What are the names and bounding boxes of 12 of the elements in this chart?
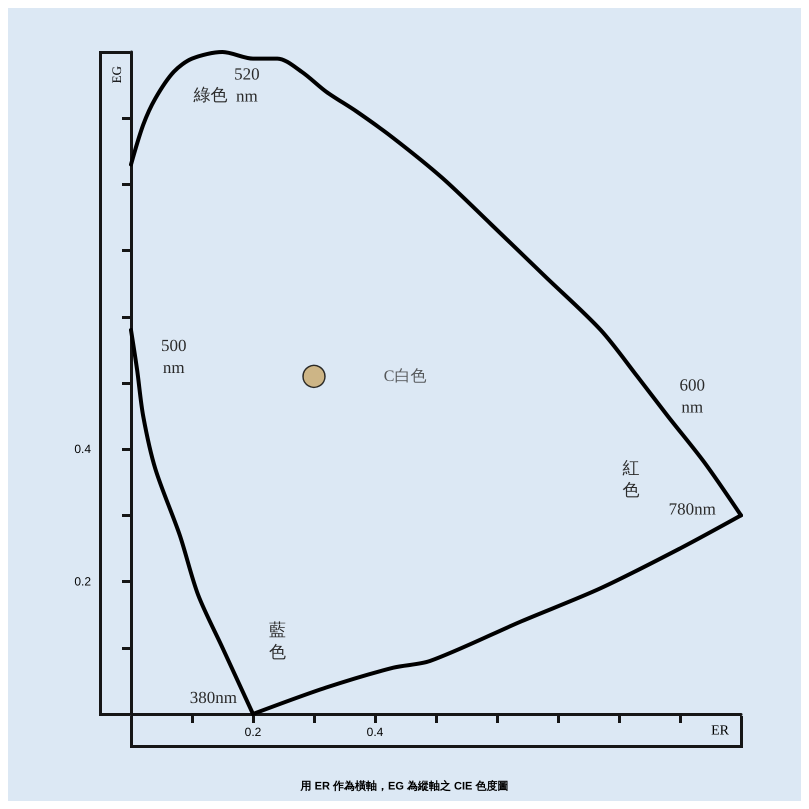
text: 用 ER 作為橫軸，EG 為縱軸之 CIE 色度圖 [300, 780, 508, 792]
text: C白色 [384, 368, 426, 385]
x-axis-title: ER [711, 724, 730, 738]
annotation: 500 nm [160, 336, 186, 378]
annotation: 綠色 [192, 86, 228, 105]
annotation: 紅色 [622, 458, 640, 500]
annotation: 780nm [668, 499, 716, 518]
annotation: 520 nm [234, 64, 260, 106]
y-axis-title: EG [109, 66, 124, 84]
annotation: 藍色 [268, 620, 286, 662]
annotation: 380nm [190, 688, 237, 707]
annotation: 600 nm [679, 376, 705, 417]
